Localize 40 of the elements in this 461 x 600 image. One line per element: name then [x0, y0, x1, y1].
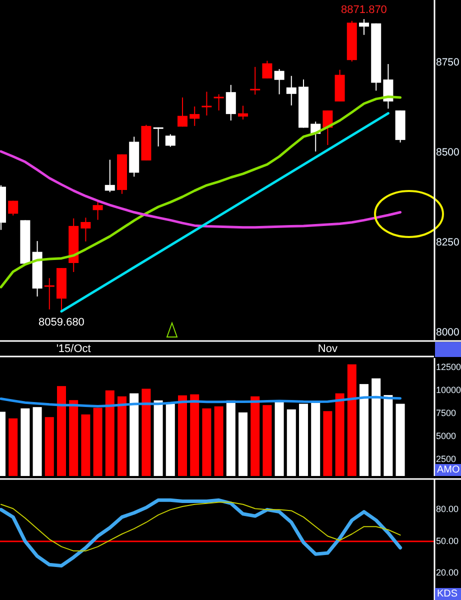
candlestick [250, 66, 260, 96]
candlestick [44, 278, 54, 310]
x-tick-label: Nov [318, 342, 338, 355]
candlestick [202, 91, 212, 116]
y-tick-label: 80.00 [436, 504, 459, 514]
y-tick-label: 5000 [436, 430, 456, 441]
candlestick [80, 217, 91, 242]
candlestick [8, 200, 18, 216]
candlestick [190, 106, 200, 126]
x-tick-label: '15/Oct [56, 342, 91, 355]
candlestick [274, 68, 284, 95]
line-series [0, 502, 401, 552]
annotation: 8059.680 [38, 316, 84, 328]
candlestick [238, 105, 248, 120]
line-series [0, 396, 402, 408]
y-tick-label: 12500 [436, 362, 461, 372]
candlestick [92, 199, 103, 220]
candlestick [214, 94, 224, 111]
y-axis-title: AMO [437, 464, 460, 476]
y-tick-label: 8750 [436, 56, 460, 69]
line-series [0, 498, 402, 568]
candlestick [262, 60, 272, 79]
candlestick [359, 18, 369, 36]
y-tick-label: 10000 [436, 385, 461, 396]
y-tick-label: 2500 [436, 454, 456, 464]
annotation: 8871.870 [341, 4, 387, 16]
candlestick [104, 159, 115, 193]
y-axis-title: KDS [437, 588, 458, 600]
y-tick-label: 50.00 [436, 536, 459, 546]
candlestick [178, 97, 188, 128]
y-tick-label: 8250 [436, 236, 460, 249]
y-tick-label: 7500 [436, 408, 456, 418]
line-series [0, 150, 402, 229]
candlestick [286, 75, 296, 106]
y-tick-label: 8000 [436, 326, 460, 339]
candlestick [165, 134, 176, 148]
candlestick [226, 84, 236, 122]
candlestick [153, 126, 164, 147]
y-tick-label: 20.00 [436, 568, 459, 578]
y-tick-label: 8500 [436, 146, 460, 159]
